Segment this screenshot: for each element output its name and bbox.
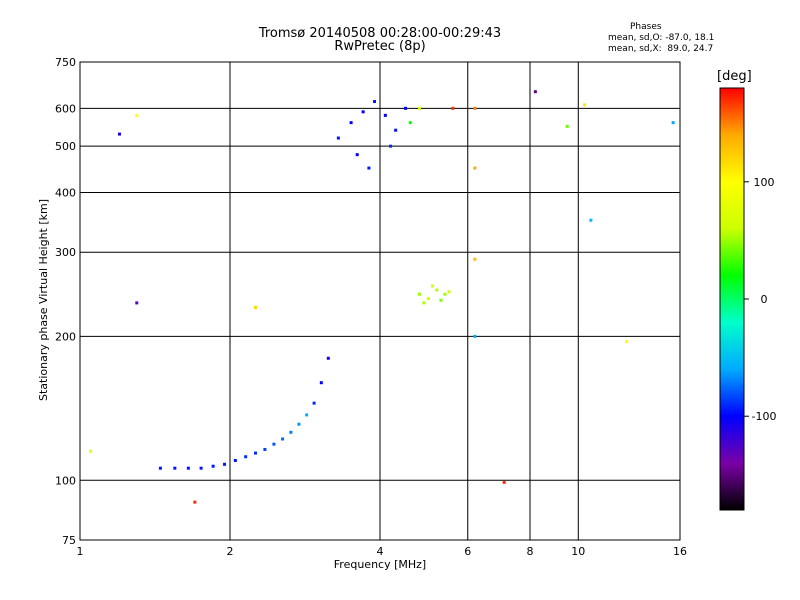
data-point [389, 144, 393, 148]
data-point [336, 136, 340, 140]
x-axis-label: Frequency [MHz] [334, 558, 426, 571]
data-point [394, 128, 398, 132]
data-point [186, 466, 190, 470]
data-point [473, 106, 477, 110]
x-tick-label: 10 [571, 545, 585, 558]
x-tick-label: 2 [227, 545, 234, 558]
plot-frame [79, 61, 681, 541]
data-point [431, 284, 435, 288]
data-point [272, 442, 276, 446]
colorbar-tick-label: 100 [754, 176, 775, 189]
data-point [361, 110, 365, 114]
data-point [583, 103, 587, 107]
grid [80, 62, 680, 540]
data-point [373, 100, 377, 104]
x-tick-label: 16 [673, 545, 687, 558]
data-point [173, 466, 177, 470]
data-point [451, 106, 455, 110]
data-point [297, 422, 301, 426]
data-point [117, 132, 121, 136]
data-point [211, 464, 215, 468]
data-point [439, 298, 443, 302]
data-point [435, 288, 439, 292]
data-point [447, 290, 451, 294]
x-tick-labels: 1 2 4 6 8 10 16 [77, 545, 688, 558]
data-point [473, 257, 477, 261]
phases-x-mode: mean, sd,X: 89.0, 24.7 [608, 44, 714, 54]
data-point [355, 153, 359, 157]
data-point [312, 401, 316, 405]
chart-subtitle: RwPretec (8p) [334, 39, 426, 54]
data-point [426, 297, 430, 301]
y-tick-label: 300 [55, 246, 76, 259]
data-point [417, 106, 421, 110]
x-tick-label: 1 [77, 545, 84, 558]
phases-header: Phases [630, 22, 662, 32]
data-point [367, 166, 371, 170]
data-point [289, 430, 293, 434]
chart-title: Tromsø 20140508 00:28:00-00:29:43 [258, 26, 502, 41]
data-point [244, 455, 248, 459]
data-point [533, 90, 537, 94]
y-tick-label: 400 [55, 186, 76, 199]
colorbar-tick-label: 0 [761, 293, 768, 306]
x-tick-label: 4 [377, 545, 384, 558]
x-tick-label: 8 [527, 545, 534, 558]
y-tick-labels: 75 100 200 300 400 500 600 750 [55, 56, 76, 547]
data-point [383, 113, 387, 117]
data-point [193, 500, 197, 504]
colorbar-label: [deg] [717, 69, 752, 84]
data-point [625, 340, 629, 344]
data-point [417, 292, 421, 296]
data-point [326, 356, 330, 360]
y-tick-label: 500 [55, 140, 76, 153]
phases-o-mode: mean, sd,O: -87.0, 18.1 [608, 33, 715, 43]
data-point [253, 305, 257, 309]
data-point [473, 334, 477, 338]
y-axis-label: Stationary phase Virtual Height [km] [37, 199, 50, 401]
y-tick-label: 750 [55, 56, 76, 69]
data-point [199, 466, 203, 470]
y-tick-label: 200 [55, 330, 76, 343]
x-tick-label: 6 [464, 545, 471, 558]
colorbar [719, 87, 745, 511]
colorbar-ticks: 100 0 -100 [744, 176, 776, 423]
data-point [589, 218, 593, 222]
data-point [349, 121, 353, 125]
data-point [89, 449, 93, 453]
colorbar-tick-label: -100 [752, 410, 777, 423]
data-point [305, 413, 309, 417]
data-point [671, 121, 675, 125]
data-point [281, 437, 285, 441]
data-point [223, 462, 227, 466]
data-point [502, 480, 506, 484]
data-point [403, 106, 407, 110]
data-point [422, 301, 426, 305]
data-point [135, 113, 139, 117]
data-point [565, 124, 569, 128]
data-point [443, 292, 447, 296]
y-tick-label: 75 [62, 534, 76, 547]
data-point [263, 447, 267, 451]
data-point [408, 121, 412, 125]
data-point [473, 166, 477, 170]
data-points [89, 90, 675, 504]
y-tick-label: 600 [55, 102, 76, 115]
data-point [135, 301, 139, 305]
data-point [253, 451, 257, 455]
y-tick-label: 100 [55, 474, 76, 487]
data-point [319, 381, 323, 385]
data-point [233, 458, 237, 462]
data-point [158, 466, 162, 470]
